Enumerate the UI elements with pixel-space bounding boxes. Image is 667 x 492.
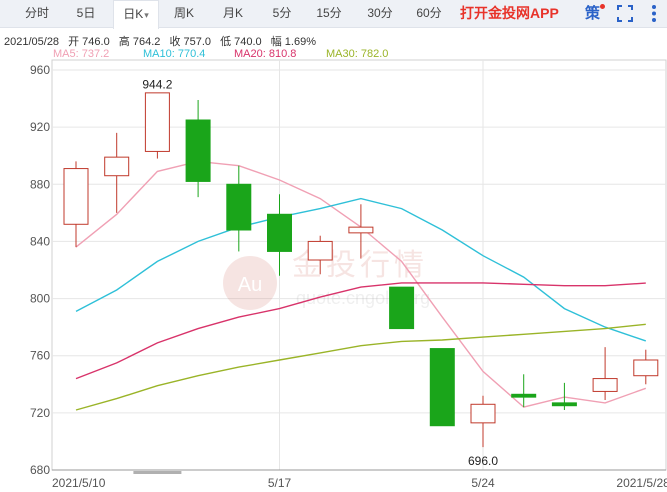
x-scroll-indicator bbox=[133, 471, 182, 474]
more-icon[interactable] bbox=[645, 0, 663, 27]
tab-30min-label: 30分 bbox=[367, 6, 393, 20]
candle[interactable] bbox=[185, 100, 211, 198]
tab-5min-label: 5分 bbox=[272, 6, 292, 20]
tab-5day[interactable]: 5日 bbox=[64, 0, 108, 27]
tab-daily-k[interactable]: 日K▾ bbox=[113, 0, 159, 29]
x-tick-label: 2021/5/10 bbox=[52, 476, 106, 490]
tab-monthly-k[interactable]: 月K bbox=[211, 0, 255, 27]
strategy-label: 策 bbox=[585, 5, 601, 22]
tab-30min[interactable]: 30分 bbox=[360, 0, 400, 27]
tab-intraday[interactable]: 分时 bbox=[14, 0, 60, 27]
candle-body-down bbox=[429, 348, 455, 427]
y-tick-label: 920 bbox=[30, 120, 50, 134]
candle[interactable] bbox=[63, 161, 89, 248]
notification-dot bbox=[600, 4, 605, 9]
tab-5min[interactable]: 5分 bbox=[262, 0, 302, 27]
tab-15min-label: 15分 bbox=[316, 6, 342, 20]
tab-weekly-k-label: 周K bbox=[173, 6, 194, 20]
candle-body-up bbox=[592, 378, 618, 392]
y-tick-label: 960 bbox=[30, 63, 50, 77]
candle[interactable] bbox=[226, 165, 252, 252]
tab-15min[interactable]: 15分 bbox=[309, 0, 349, 27]
candle[interactable] bbox=[429, 348, 455, 427]
candle-body-down bbox=[267, 213, 292, 252]
info-low: 低 740.0 bbox=[220, 36, 262, 48]
candle-body-up bbox=[307, 240, 333, 261]
y-tick-label: 680 bbox=[30, 463, 50, 477]
chevron-down-icon: ▾ bbox=[144, 10, 149, 20]
strategy-icon[interactable]: 策 bbox=[585, 0, 605, 27]
tab-5day-label: 5日 bbox=[76, 6, 96, 20]
legend-ma30: MA30: 782.0 bbox=[326, 48, 389, 60]
ohlc-info-line: 2021/05/28 开 746.0 高 764.2 收 757.0 低 740… bbox=[4, 33, 322, 49]
moving-averages bbox=[75, 160, 647, 411]
annotation-low: 696.0 bbox=[468, 454, 498, 468]
y-tick-label: 880 bbox=[30, 177, 50, 191]
x-tick-label: 5/24 bbox=[471, 476, 495, 490]
info-amplitude: 幅 1.69% bbox=[270, 36, 316, 48]
ma-line-ma30 bbox=[75, 323, 646, 411]
candle[interactable] bbox=[551, 382, 577, 410]
x-tick-label: 2021/5/28 bbox=[616, 476, 667, 490]
candle-body-up bbox=[470, 403, 496, 424]
info-high: 高 764.2 bbox=[118, 36, 161, 48]
candle-body-down bbox=[511, 393, 537, 398]
tab-monthly-k-label: 月K bbox=[222, 6, 243, 20]
candle-body-down bbox=[389, 286, 415, 330]
y-tick-label: 760 bbox=[30, 349, 50, 363]
candle-body-down bbox=[551, 402, 577, 407]
candles bbox=[63, 92, 659, 448]
candle-body-up bbox=[104, 156, 130, 177]
candle-body-down bbox=[185, 119, 211, 182]
legend-ma5: MA5: 737.2 bbox=[53, 48, 110, 60]
candle-body-up bbox=[633, 359, 659, 377]
info-close: 收 757.0 bbox=[169, 36, 212, 48]
tab-60min-label: 60分 bbox=[416, 6, 442, 20]
fullscreen-icon[interactable] bbox=[615, 0, 635, 27]
candle-body-up bbox=[63, 168, 89, 225]
info-date: 2021/05/28 bbox=[4, 36, 60, 48]
annotation-high: 944.2 bbox=[142, 78, 172, 92]
candle[interactable] bbox=[470, 395, 496, 448]
tab-daily-k-label: 日K bbox=[123, 7, 144, 21]
period-tab-bar: 分时 5日 日K▾ 周K 月K 5分 15分 30分 60分 打开金投网APP … bbox=[0, 0, 667, 29]
tab-intraday-label: 分时 bbox=[24, 6, 49, 20]
info-open: 开 746.0 bbox=[68, 36, 110, 48]
candle[interactable] bbox=[144, 92, 170, 159]
tab-weekly-k[interactable]: 周K bbox=[162, 0, 206, 27]
candle-body-up bbox=[348, 226, 374, 234]
candle-body-up bbox=[144, 92, 170, 152]
ma-line-ma10 bbox=[75, 197, 647, 342]
x-tick-label: 5/17 bbox=[268, 476, 292, 490]
annotations: 944.2 696.0 bbox=[142, 78, 498, 469]
watermark-logo-text: Au bbox=[238, 274, 262, 296]
candle[interactable] bbox=[511, 374, 537, 408]
y-tick-label: 840 bbox=[30, 234, 50, 248]
legend-ma20: MA20: 810.8 bbox=[234, 48, 297, 60]
tab-60min[interactable]: 60分 bbox=[409, 0, 449, 27]
y-tick-label: 720 bbox=[30, 406, 50, 420]
candle[interactable] bbox=[267, 194, 292, 276]
ma-line-ma20 bbox=[75, 282, 646, 380]
open-app-button[interactable]: 打开金投网APP bbox=[460, 5, 559, 21]
watermark-logo-icon bbox=[223, 256, 277, 310]
candle[interactable] bbox=[592, 347, 618, 400]
candle[interactable] bbox=[633, 349, 659, 385]
candle[interactable] bbox=[389, 286, 415, 330]
candle[interactable] bbox=[307, 235, 333, 275]
legend-ma10: MA10: 770.4 bbox=[143, 48, 206, 60]
y-tick-label: 800 bbox=[30, 292, 50, 306]
candle-body-down bbox=[226, 183, 252, 231]
candle[interactable] bbox=[348, 204, 374, 259]
candle[interactable] bbox=[104, 132, 130, 213]
